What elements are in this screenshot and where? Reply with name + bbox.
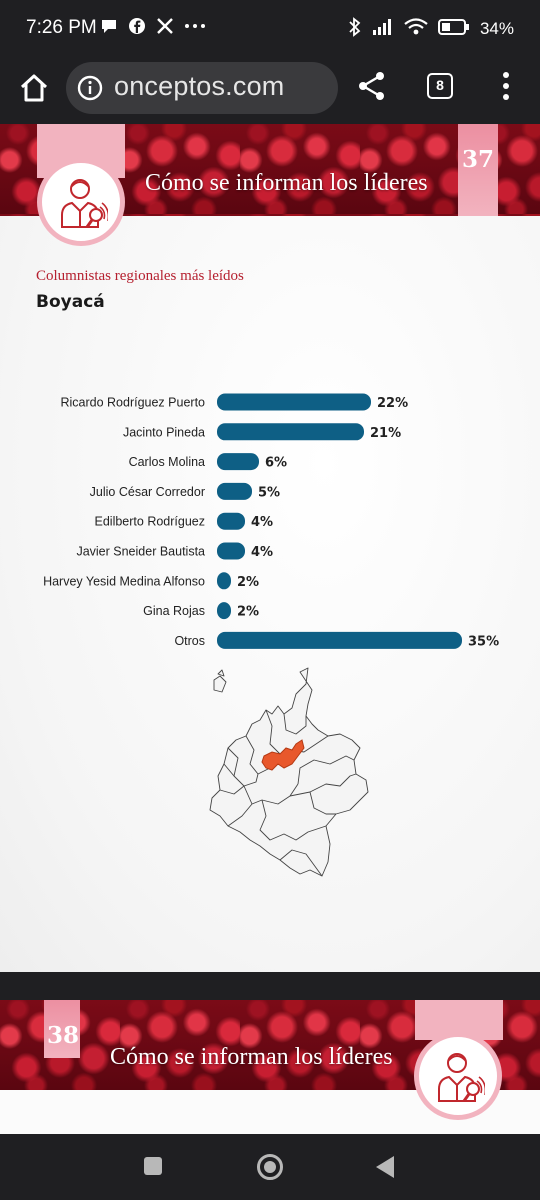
page-number-ribbon [458,124,498,216]
bar-value-label: 2% [237,605,259,620]
menu-icon[interactable] [500,70,512,102]
bar-value-label: 4% [251,545,273,560]
bar-value-label: 2% [237,575,259,590]
bar-value-label: 4% [251,515,273,530]
status-system-icons: 34% [348,17,514,41]
section-title: Cómo se informan los líderes [110,1044,393,1070]
leader-badge [37,158,125,246]
bar-value-label: 6% [265,456,287,471]
map-outline [209,667,369,877]
x-icon [156,17,174,35]
bar [217,453,259,471]
bar-value-label: 22% [377,396,408,411]
bar-value-label: 5% [258,485,280,500]
bar-category-label: Gina Rojas [143,604,205,618]
info-icon[interactable] [76,74,104,102]
status-time: 7:26 PM [26,17,97,38]
share-icon[interactable] [356,70,388,102]
bar-value-label: 35% [468,634,499,649]
bar-category-label: Ricardo Rodríguez Puerto [60,396,205,410]
signal-icon [372,18,394,40]
browser-toolbar: onceptos.com 8 [0,58,540,124]
home-button[interactable] [257,1154,283,1180]
bar [217,602,231,620]
bar [217,423,364,441]
bar [217,542,245,560]
section-title: Cómo se informan los líderes [145,170,428,196]
bluetooth-icon [348,17,362,41]
bar [217,393,371,411]
url-text[interactable]: onceptos.com [114,71,285,101]
facebook-icon [128,17,146,35]
status-bar: 7:26 PM [0,0,540,58]
bar-chart: Ricardo Rodríguez Puerto 22% Jacinto Pined… [43,393,499,649]
back-button[interactable] [376,1156,394,1178]
chat-bubble-icon [100,17,118,35]
document-page-37: 37 Cómo se informan los líderes Columnis… [0,124,540,972]
navigation-bar [0,1134,540,1200]
colombia-map [209,667,369,877]
bar-category-label: Harvey Yesid Medina Alfonso [43,574,205,588]
bar-category-label: Julio César Corredor [90,485,205,499]
bar-category-label: Javier Sneider Bautista [76,545,205,559]
bar-category-label: Edilberto Rodríguez [95,515,205,529]
wifi-icon [404,18,428,40]
page-number-ribbon [44,1000,80,1058]
page-number: 37 [462,146,495,173]
address-bar[interactable]: onceptos.com [66,62,338,114]
bar-category-label: Jacinto Pineda [123,425,205,439]
recents-button[interactable] [144,1157,162,1175]
bar-value-label: 21% [370,426,401,441]
status-notification-icons [100,17,205,35]
bar [217,631,462,649]
bar [217,512,245,530]
bar [217,482,252,500]
battery-percent: 34% [479,19,514,38]
page-number: 38 [47,1022,80,1049]
leader-icon [438,1053,485,1102]
more-dots-icon [184,17,205,35]
document-page-38: 38 Cómo se informan los líderes [0,1000,540,1134]
bar-category-label: Carlos Molina [129,455,205,469]
home-icon[interactable] [16,70,52,106]
leader-icon [61,179,108,228]
chart-subtitle: Columnistas regionales más leídos [36,268,244,284]
region-title: Boyacá [36,292,105,312]
bar-category-label: Otros [174,634,205,648]
bar [217,572,231,590]
battery-icon [437,18,470,40]
tabs-icon[interactable]: 8 [427,73,453,99]
boyaca-region [261,739,305,771]
leader-badge [414,1032,502,1120]
